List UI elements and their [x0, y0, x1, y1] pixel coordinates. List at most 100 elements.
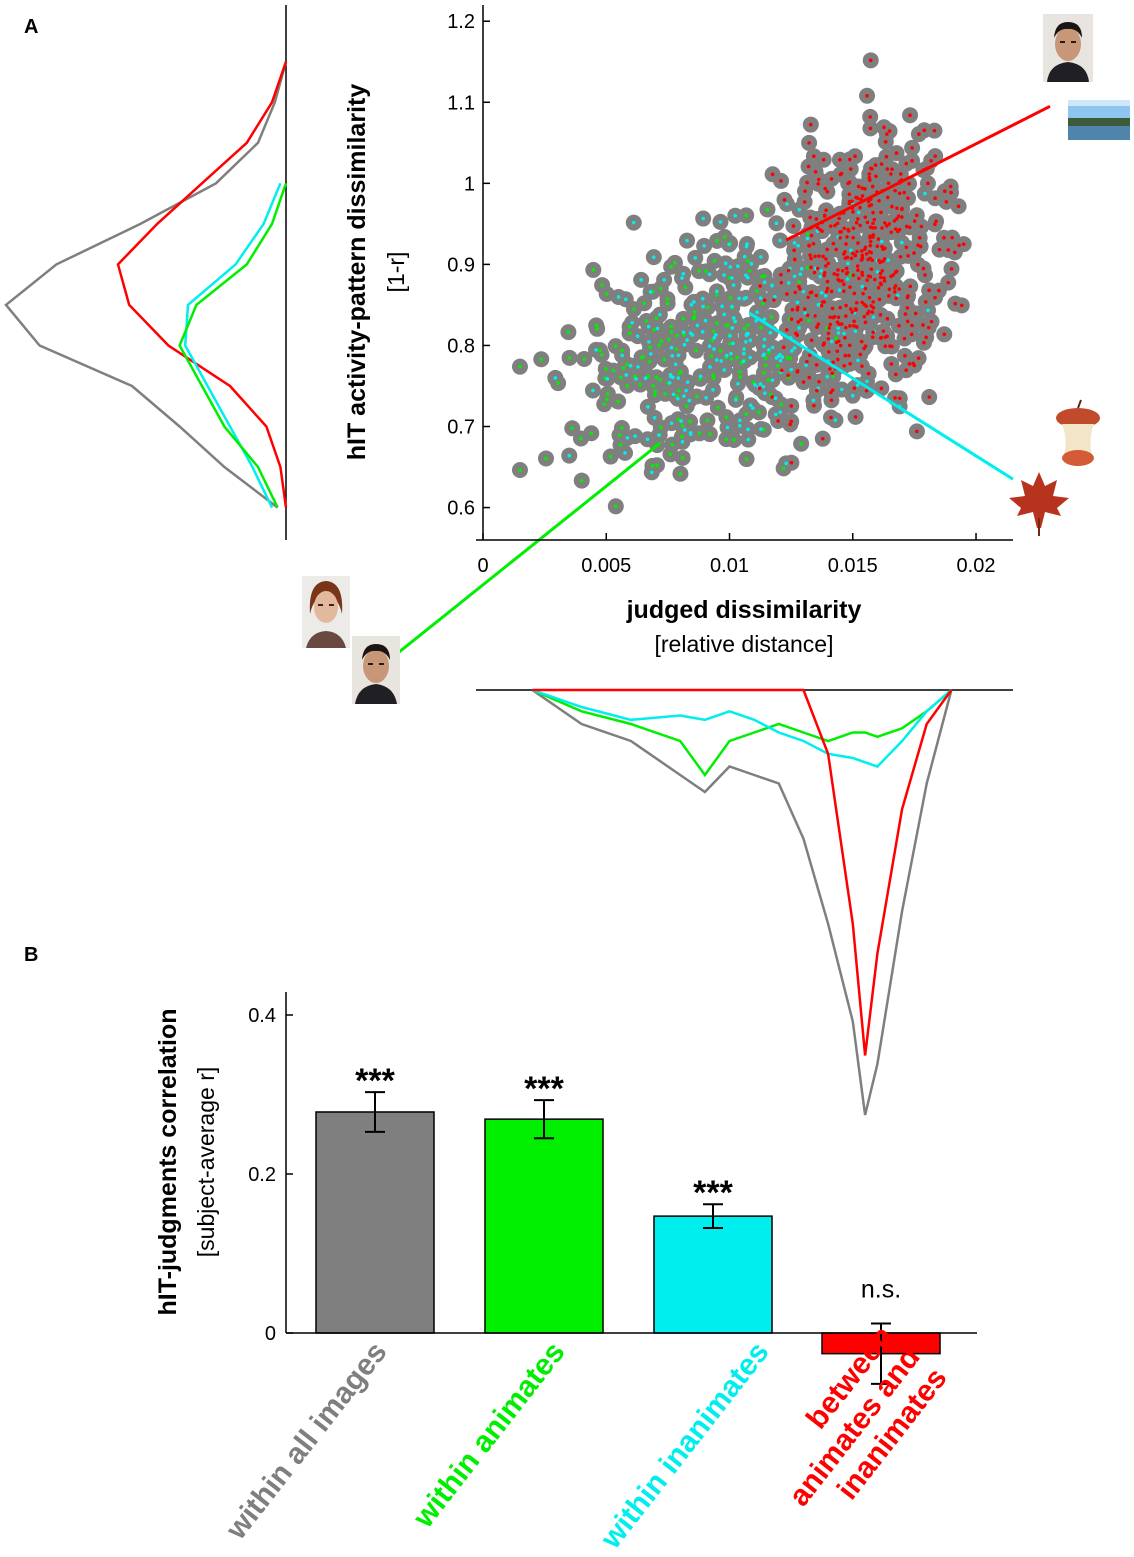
scatter-point	[825, 247, 829, 252]
scatter-point	[539, 357, 544, 362]
scatter-point	[761, 353, 765, 358]
scatter-point	[652, 328, 656, 332]
scatter-point	[868, 126, 873, 131]
marginal-y-animates	[178, 182, 288, 509]
scatter-point	[670, 353, 675, 358]
scatter-point	[821, 157, 826, 162]
scatter-point	[831, 374, 836, 379]
scatter-point	[763, 391, 767, 395]
scatter-point	[843, 256, 848, 260]
scatter-point	[847, 353, 851, 358]
scatter-point	[695, 394, 699, 399]
scatter-point	[582, 357, 587, 361]
maple-leaf-image	[1009, 472, 1069, 536]
scatter-point	[657, 343, 661, 348]
scatter-point	[625, 436, 630, 440]
scatter-point	[814, 293, 819, 298]
scatter-point	[858, 223, 862, 228]
bar-items: *** *** *** n.s.	[315, 1062, 941, 1385]
scatter-point	[633, 434, 637, 438]
scatter-point	[605, 377, 610, 381]
scatter-point	[887, 129, 892, 133]
scatter-point	[922, 340, 926, 345]
scatter-point	[688, 419, 692, 424]
scatter-point	[639, 278, 643, 282]
scatter-point	[663, 392, 668, 396]
scatter-point	[822, 270, 827, 275]
scatter-point	[762, 344, 766, 348]
scatter-point	[711, 329, 716, 333]
scatter-point	[895, 206, 899, 210]
scatter-point	[789, 317, 794, 321]
scatter-point	[850, 393, 855, 398]
scatter-point	[518, 468, 522, 472]
stimulus-images	[302, 14, 1130, 704]
scatter-point	[863, 245, 868, 250]
fit-line-animates	[376, 441, 662, 671]
category-label-group: within animates	[406, 1336, 571, 1534]
scatter-point	[844, 242, 848, 246]
scatter-point	[902, 336, 907, 341]
scatter-point	[819, 291, 824, 295]
scatter-point	[886, 181, 891, 186]
scatter-point	[825, 279, 830, 284]
scatter-point	[926, 181, 930, 186]
scatter-point	[761, 301, 765, 306]
scatter-point	[692, 315, 697, 319]
scatter-point	[852, 291, 857, 296]
scatter-point	[685, 380, 690, 384]
scatter-point	[904, 224, 909, 229]
scatter-point	[625, 362, 629, 367]
scatter-point	[900, 206, 904, 211]
scatter-point	[620, 426, 624, 430]
scatter-point	[855, 264, 860, 268]
scatter-point	[742, 254, 747, 259]
scatter-y-title: hIT activity-pattern dissimilarity	[343, 84, 371, 461]
scatter-point	[812, 403, 816, 408]
scatter-point	[868, 243, 873, 248]
scatter-point	[779, 368, 784, 373]
scatter-point	[908, 113, 912, 118]
scatter-point	[805, 236, 810, 241]
scatter-point	[865, 278, 869, 283]
scatter-point	[784, 461, 788, 466]
scatter-point	[682, 342, 687, 347]
scatter-point	[688, 431, 693, 435]
scatter-point	[851, 210, 855, 214]
scatter-point	[845, 235, 849, 239]
scatter-point	[684, 404, 689, 408]
scatter-point	[817, 227, 822, 232]
scatter-point	[707, 344, 712, 348]
scatter-point	[815, 325, 819, 329]
scatter-point	[844, 271, 849, 276]
scatter-point	[915, 429, 919, 434]
marginal-x-animates	[531, 688, 953, 778]
scatter-point	[848, 324, 852, 328]
scatter-point	[751, 406, 755, 410]
scatter-point	[836, 339, 841, 344]
scatter-point	[693, 256, 698, 260]
scatter-point	[673, 261, 677, 265]
scatter-point	[856, 210, 861, 215]
scatter-point	[953, 301, 958, 306]
scatter-y-tick-label: 0.9	[447, 254, 475, 276]
scatter-point	[885, 167, 890, 171]
scatter-point	[694, 348, 698, 353]
scatter-point	[933, 222, 937, 227]
scatter-point	[872, 277, 877, 282]
scatter-point	[899, 240, 904, 245]
scatter-point	[755, 310, 759, 315]
scatter-point	[786, 373, 790, 378]
scatter-point	[767, 347, 771, 352]
scatter-point	[567, 453, 572, 458]
scatter-point	[867, 295, 872, 300]
scatter-point	[916, 262, 920, 267]
scatter-point	[594, 323, 598, 328]
scatter-point	[705, 305, 710, 310]
scatter-point	[904, 161, 909, 166]
scatter-y-tick-label: 0.6	[447, 498, 475, 520]
scatter-point	[902, 190, 906, 195]
scatter-point	[625, 383, 630, 388]
scatter-point	[875, 270, 880, 274]
scatter-point	[922, 128, 927, 133]
